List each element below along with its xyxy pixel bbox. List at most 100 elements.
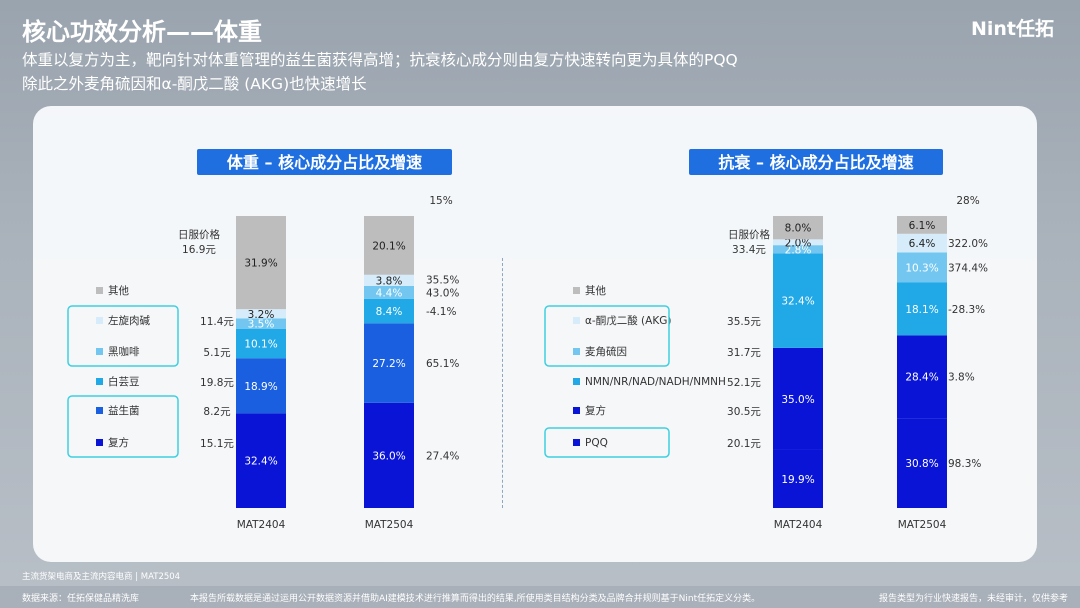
weight-legend-swatch bbox=[96, 317, 103, 324]
footer-source: 数据来源：任拓保健品精洗库 bbox=[22, 594, 140, 604]
weight-legend-swatch bbox=[96, 378, 103, 385]
antiaging-bar-segment bbox=[773, 347, 823, 450]
antiaging-bar-segment bbox=[773, 449, 823, 508]
weight-price-value: 5.1元 bbox=[203, 347, 231, 359]
antiaging-bar-segment bbox=[773, 245, 823, 254]
weight-segment-label: 31.9% bbox=[244, 258, 277, 270]
weight-x-tick-label: MAT2404 bbox=[237, 519, 286, 531]
antiaging-segment-label: 18.1% bbox=[905, 304, 938, 316]
weight-legend-label: 左旋肉碱 bbox=[108, 314, 150, 327]
antiaging-price-value: 30.5元 bbox=[727, 406, 761, 418]
antiaging-legend-label: PQQ bbox=[585, 437, 608, 449]
antiaging-price-value: 52.1元 bbox=[727, 377, 761, 389]
antiaging-legend-swatch bbox=[573, 407, 580, 414]
weight-bar-segment bbox=[236, 358, 286, 414]
antiaging-highlight-box bbox=[544, 305, 670, 367]
antiaging-legend-swatch bbox=[573, 378, 580, 385]
weight-growth-label: -4.1% bbox=[426, 306, 456, 318]
antiaging-segment-label: 10.3% bbox=[905, 262, 938, 274]
weight-price-value: 8.2元 bbox=[203, 406, 231, 418]
antiaging-growth-label: 322.0% bbox=[948, 238, 988, 250]
weight-segment-label: 10.1% bbox=[244, 338, 277, 350]
weight-growth-label: 43.0% bbox=[426, 287, 459, 299]
antiaging-chart-title: 抗衰 – 核心成分占比及增速 bbox=[718, 153, 913, 172]
antiaging-bar-segment bbox=[897, 252, 947, 283]
weight-price-total: 16.9元 bbox=[182, 244, 216, 256]
weight-bar-segment bbox=[364, 323, 414, 403]
antiaging-segment-label: 19.9% bbox=[781, 474, 814, 486]
antiaging-bar-segment bbox=[773, 253, 823, 348]
weight-segment-label: 3.2% bbox=[248, 309, 275, 321]
antiaging-highlight-box bbox=[544, 427, 670, 458]
weight-legend-swatch bbox=[96, 348, 103, 355]
antiaging-bar-segment bbox=[897, 216, 947, 234]
weight-bar-segment bbox=[364, 285, 414, 299]
antiaging-segment-label: 32.4% bbox=[781, 296, 814, 308]
subtitle-line-2: 除此之外麦角硫因和α-酮戊二酸 (AKG)也快速增长 bbox=[22, 75, 367, 93]
antiaging-legend-swatch bbox=[573, 287, 580, 294]
antiaging-segment-label: 2.0% bbox=[785, 237, 812, 249]
subtitle-line-1: 体重以复方为主，靶向针对体重管理的益生菌获得高增；抗衰核心成分则由复方快速转向更… bbox=[22, 51, 738, 69]
weight-bar-segment bbox=[364, 274, 414, 286]
antiaging-segment-label: 30.8% bbox=[905, 458, 938, 470]
antiaging-legend-swatch bbox=[573, 348, 580, 355]
weight-bar-segment bbox=[236, 318, 286, 329]
weight-price-value: 19.8元 bbox=[200, 377, 234, 389]
weight-legend-swatch bbox=[96, 287, 103, 294]
antiaging-bar-segment bbox=[897, 233, 947, 253]
antiaging-growth-label: 3.8% bbox=[948, 372, 975, 384]
weight-segment-label: 18.9% bbox=[244, 381, 277, 393]
antiaging-growth-label: -28.3% bbox=[948, 304, 985, 316]
antiaging-total-growth: 28% bbox=[956, 195, 979, 207]
footer-report-type: 报告类型为行业快速报告，未经审计，仅供参考 bbox=[878, 594, 1068, 604]
weight-growth-label: 27.4% bbox=[426, 450, 459, 462]
antiaging-price-value: 35.5元 bbox=[727, 316, 761, 328]
weight-legend-label: 其他 bbox=[108, 284, 129, 297]
weight-growth-label: 35.5% bbox=[426, 274, 459, 286]
weight-bar-segment bbox=[364, 216, 414, 275]
antiaging-legend-label: α-酮戊二酸 (AKG) bbox=[585, 314, 671, 327]
footer-note: 本报告所载数据是通过运用公开数据资源并借助AI建模技术进行推算而得出的结果,所使… bbox=[190, 594, 761, 604]
weight-total-growth: 15% bbox=[429, 195, 452, 207]
weight-legend-swatch bbox=[96, 407, 103, 414]
antiaging-segment-label: 35.0% bbox=[781, 394, 814, 406]
antiaging-price-value: 31.7元 bbox=[727, 347, 761, 359]
antiaging-segment-label: 6.4% bbox=[909, 238, 936, 250]
weight-highlight-box bbox=[67, 305, 179, 367]
antiaging-price-total: 33.4元 bbox=[732, 244, 766, 256]
antiaging-bar-segment bbox=[773, 239, 823, 246]
weight-price-value: 15.1元 bbox=[200, 438, 234, 450]
weight-legend-label: 黑咖啡 bbox=[108, 346, 140, 358]
antiaging-bar-segment bbox=[773, 216, 823, 240]
weight-bar-segment bbox=[364, 402, 414, 508]
weight-price-label: 日服价格 bbox=[178, 228, 220, 241]
antiaging-bar-segment bbox=[897, 335, 947, 419]
antiaging-price-value: 20.1元 bbox=[727, 438, 761, 450]
chart-card bbox=[33, 106, 1037, 562]
weight-legend-label: 益生菌 bbox=[108, 404, 140, 417]
page-title: 核心功效分析——体重 bbox=[22, 18, 262, 46]
antiaging-legend-label: 其他 bbox=[585, 284, 606, 297]
weight-highlight-box bbox=[67, 395, 179, 458]
antiaging-legend-label: 麦角硫因 bbox=[585, 345, 627, 358]
weight-chart-title-box bbox=[197, 149, 452, 175]
weight-bar-segment bbox=[364, 298, 414, 324]
antiaging-legend-label: 复方 bbox=[585, 404, 606, 417]
weight-segment-label: 20.1% bbox=[372, 240, 405, 252]
antiaging-chart-title-box bbox=[689, 149, 943, 175]
antiaging-legend-label: NMN/NR/NAD/NADH/NMNH bbox=[585, 376, 726, 388]
antiaging-legend-swatch bbox=[573, 317, 580, 324]
weight-segment-label: 3.5% bbox=[248, 319, 275, 331]
weight-price-value: 11.4元 bbox=[200, 316, 234, 328]
weight-bar-segment bbox=[236, 216, 286, 310]
weight-legend-label: 白芸豆 bbox=[108, 375, 140, 388]
antiaging-segment-label: 6.1% bbox=[909, 220, 936, 232]
weight-growth-label: 65.1% bbox=[426, 358, 459, 370]
chart-divider bbox=[502, 258, 503, 508]
antiaging-segment-label: 8.0% bbox=[785, 223, 812, 235]
antiaging-legend-swatch bbox=[573, 439, 580, 446]
antiaging-x-tick-label: MAT2404 bbox=[774, 519, 823, 531]
weight-segment-label: 3.8% bbox=[376, 275, 403, 287]
brand-logo: Nint任拓 bbox=[970, 18, 1054, 40]
